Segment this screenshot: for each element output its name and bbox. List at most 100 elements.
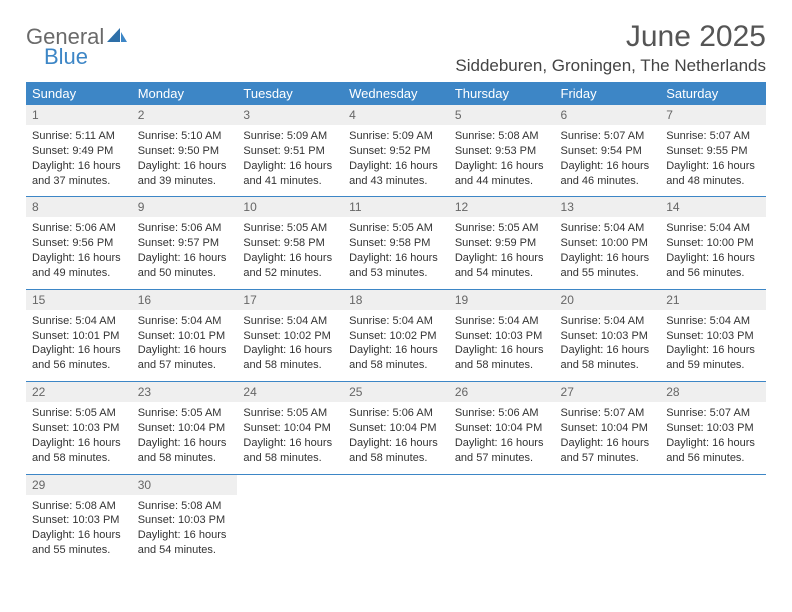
brand-logo: General Blue bbox=[26, 20, 128, 68]
day-number-cell: 14 bbox=[660, 197, 766, 218]
sunrise-text: Sunrise: 5:05 AM bbox=[243, 221, 337, 236]
day-detail-cell: Sunrise: 5:04 AMSunset: 10:03 PMDaylight… bbox=[660, 310, 766, 382]
sunrise-text: Sunrise: 5:04 AM bbox=[138, 314, 232, 329]
sunset-text: Sunset: 10:02 PM bbox=[243, 329, 337, 344]
day-number-cell: 10 bbox=[237, 197, 343, 218]
daylight-text: Daylight: 16 hours and 48 minutes. bbox=[666, 159, 760, 189]
day-detail-cell: Sunrise: 5:07 AMSunset: 10:03 PMDaylight… bbox=[660, 402, 766, 474]
day-number-cell: 17 bbox=[237, 289, 343, 310]
daylight-text: Daylight: 16 hours and 39 minutes. bbox=[138, 159, 232, 189]
daylight-text: Daylight: 16 hours and 58 minutes. bbox=[243, 436, 337, 466]
sunset-text: Sunset: 9:59 PM bbox=[455, 236, 549, 251]
sunrise-text: Sunrise: 5:05 AM bbox=[138, 406, 232, 421]
weekday-header: Wednesday bbox=[343, 82, 449, 105]
day-number-cell: 5 bbox=[449, 105, 555, 125]
sunset-text: Sunset: 10:04 PM bbox=[561, 421, 655, 436]
day-detail-cell: Sunrise: 5:08 AMSunset: 9:53 PMDaylight:… bbox=[449, 125, 555, 197]
sunrise-text: Sunrise: 5:04 AM bbox=[561, 221, 655, 236]
day-number-cell: 4 bbox=[343, 105, 449, 125]
weekday-header: Tuesday bbox=[237, 82, 343, 105]
sunrise-text: Sunrise: 5:04 AM bbox=[455, 314, 549, 329]
daylight-text: Daylight: 16 hours and 56 minutes. bbox=[666, 436, 760, 466]
day-detail-cell: Sunrise: 5:04 AMSunset: 10:03 PMDaylight… bbox=[555, 310, 661, 382]
weekday-header: Saturday bbox=[660, 82, 766, 105]
day-detail-cell: Sunrise: 5:04 AMSunset: 10:02 PMDaylight… bbox=[237, 310, 343, 382]
sunset-text: Sunset: 9:55 PM bbox=[666, 144, 760, 159]
daylight-text: Daylight: 16 hours and 37 minutes. bbox=[32, 159, 126, 189]
sunset-text: Sunset: 10:01 PM bbox=[32, 329, 126, 344]
day-number-cell: 29 bbox=[26, 474, 132, 495]
day-number-row: 2930 bbox=[26, 474, 766, 495]
day-detail-cell: Sunrise: 5:04 AMSunset: 10:03 PMDaylight… bbox=[449, 310, 555, 382]
sunset-text: Sunset: 9:58 PM bbox=[349, 236, 443, 251]
daylight-text: Daylight: 16 hours and 57 minutes. bbox=[138, 343, 232, 373]
day-number-row: 1234567 bbox=[26, 105, 766, 125]
day-number-cell: 1 bbox=[26, 105, 132, 125]
sunrise-text: Sunrise: 5:05 AM bbox=[455, 221, 549, 236]
sunrise-text: Sunrise: 5:11 AM bbox=[32, 129, 126, 144]
day-number-row: 22232425262728 bbox=[26, 382, 766, 403]
day-detail-row: Sunrise: 5:04 AMSunset: 10:01 PMDaylight… bbox=[26, 310, 766, 382]
header: General Blue June 2025 Siddeburen, Groni… bbox=[26, 20, 766, 76]
sunset-text: Sunset: 10:01 PM bbox=[138, 329, 232, 344]
sunrise-text: Sunrise: 5:04 AM bbox=[349, 314, 443, 329]
day-number-cell: 7 bbox=[660, 105, 766, 125]
day-detail-cell bbox=[660, 495, 766, 566]
sunrise-text: Sunrise: 5:06 AM bbox=[32, 221, 126, 236]
day-detail-cell: Sunrise: 5:07 AMSunset: 9:54 PMDaylight:… bbox=[555, 125, 661, 197]
day-number-cell: 26 bbox=[449, 382, 555, 403]
sunset-text: Sunset: 10:03 PM bbox=[666, 421, 760, 436]
day-detail-cell: Sunrise: 5:06 AMSunset: 10:04 PMDaylight… bbox=[343, 402, 449, 474]
day-detail-cell: Sunrise: 5:08 AMSunset: 10:03 PMDaylight… bbox=[26, 495, 132, 566]
day-detail-row: Sunrise: 5:06 AMSunset: 9:56 PMDaylight:… bbox=[26, 217, 766, 289]
day-number-cell: 13 bbox=[555, 197, 661, 218]
sunset-text: Sunset: 10:03 PM bbox=[561, 329, 655, 344]
daylight-text: Daylight: 16 hours and 55 minutes. bbox=[32, 528, 126, 558]
sunrise-text: Sunrise: 5:06 AM bbox=[349, 406, 443, 421]
sunset-text: Sunset: 10:04 PM bbox=[349, 421, 443, 436]
day-number-cell: 19 bbox=[449, 289, 555, 310]
sunrise-text: Sunrise: 5:04 AM bbox=[666, 221, 760, 236]
sunset-text: Sunset: 10:04 PM bbox=[455, 421, 549, 436]
sunrise-text: Sunrise: 5:04 AM bbox=[243, 314, 337, 329]
day-number-row: 891011121314 bbox=[26, 197, 766, 218]
day-detail-cell: Sunrise: 5:06 AMSunset: 10:04 PMDaylight… bbox=[449, 402, 555, 474]
day-number-cell: 23 bbox=[132, 382, 238, 403]
daylight-text: Daylight: 16 hours and 50 minutes. bbox=[138, 251, 232, 281]
daylight-text: Daylight: 16 hours and 44 minutes. bbox=[455, 159, 549, 189]
day-detail-cell: Sunrise: 5:04 AMSunset: 10:01 PMDaylight… bbox=[26, 310, 132, 382]
day-number-cell bbox=[449, 474, 555, 495]
sunrise-text: Sunrise: 5:10 AM bbox=[138, 129, 232, 144]
brand-sail-icon bbox=[106, 26, 128, 48]
day-number-cell: 2 bbox=[132, 105, 238, 125]
sunrise-text: Sunrise: 5:04 AM bbox=[32, 314, 126, 329]
daylight-text: Daylight: 16 hours and 54 minutes. bbox=[138, 528, 232, 558]
sunrise-text: Sunrise: 5:06 AM bbox=[138, 221, 232, 236]
sunrise-text: Sunrise: 5:09 AM bbox=[243, 129, 337, 144]
day-number-cell: 27 bbox=[555, 382, 661, 403]
sunset-text: Sunset: 10:03 PM bbox=[32, 421, 126, 436]
daylight-text: Daylight: 16 hours and 46 minutes. bbox=[561, 159, 655, 189]
sunrise-text: Sunrise: 5:05 AM bbox=[32, 406, 126, 421]
sunrise-text: Sunrise: 5:05 AM bbox=[243, 406, 337, 421]
sunset-text: Sunset: 9:57 PM bbox=[138, 236, 232, 251]
day-number-cell bbox=[343, 474, 449, 495]
sunrise-text: Sunrise: 5:09 AM bbox=[349, 129, 443, 144]
sunset-text: Sunset: 9:56 PM bbox=[32, 236, 126, 251]
month-title: June 2025 bbox=[455, 20, 766, 54]
daylight-text: Daylight: 16 hours and 58 minutes. bbox=[138, 436, 232, 466]
daylight-text: Daylight: 16 hours and 56 minutes. bbox=[666, 251, 760, 281]
weekday-header: Sunday bbox=[26, 82, 132, 105]
day-number-cell: 9 bbox=[132, 197, 238, 218]
weekday-header: Thursday bbox=[449, 82, 555, 105]
day-number-cell: 12 bbox=[449, 197, 555, 218]
day-detail-cell bbox=[555, 495, 661, 566]
sunrise-text: Sunrise: 5:07 AM bbox=[561, 406, 655, 421]
sunrise-text: Sunrise: 5:08 AM bbox=[455, 129, 549, 144]
day-number-cell: 24 bbox=[237, 382, 343, 403]
day-number-cell bbox=[237, 474, 343, 495]
day-detail-cell: Sunrise: 5:05 AMSunset: 9:59 PMDaylight:… bbox=[449, 217, 555, 289]
day-number-cell bbox=[555, 474, 661, 495]
day-detail-cell: Sunrise: 5:04 AMSunset: 10:00 PMDaylight… bbox=[555, 217, 661, 289]
title-block: June 2025 Siddeburen, Groningen, The Net… bbox=[455, 20, 766, 76]
